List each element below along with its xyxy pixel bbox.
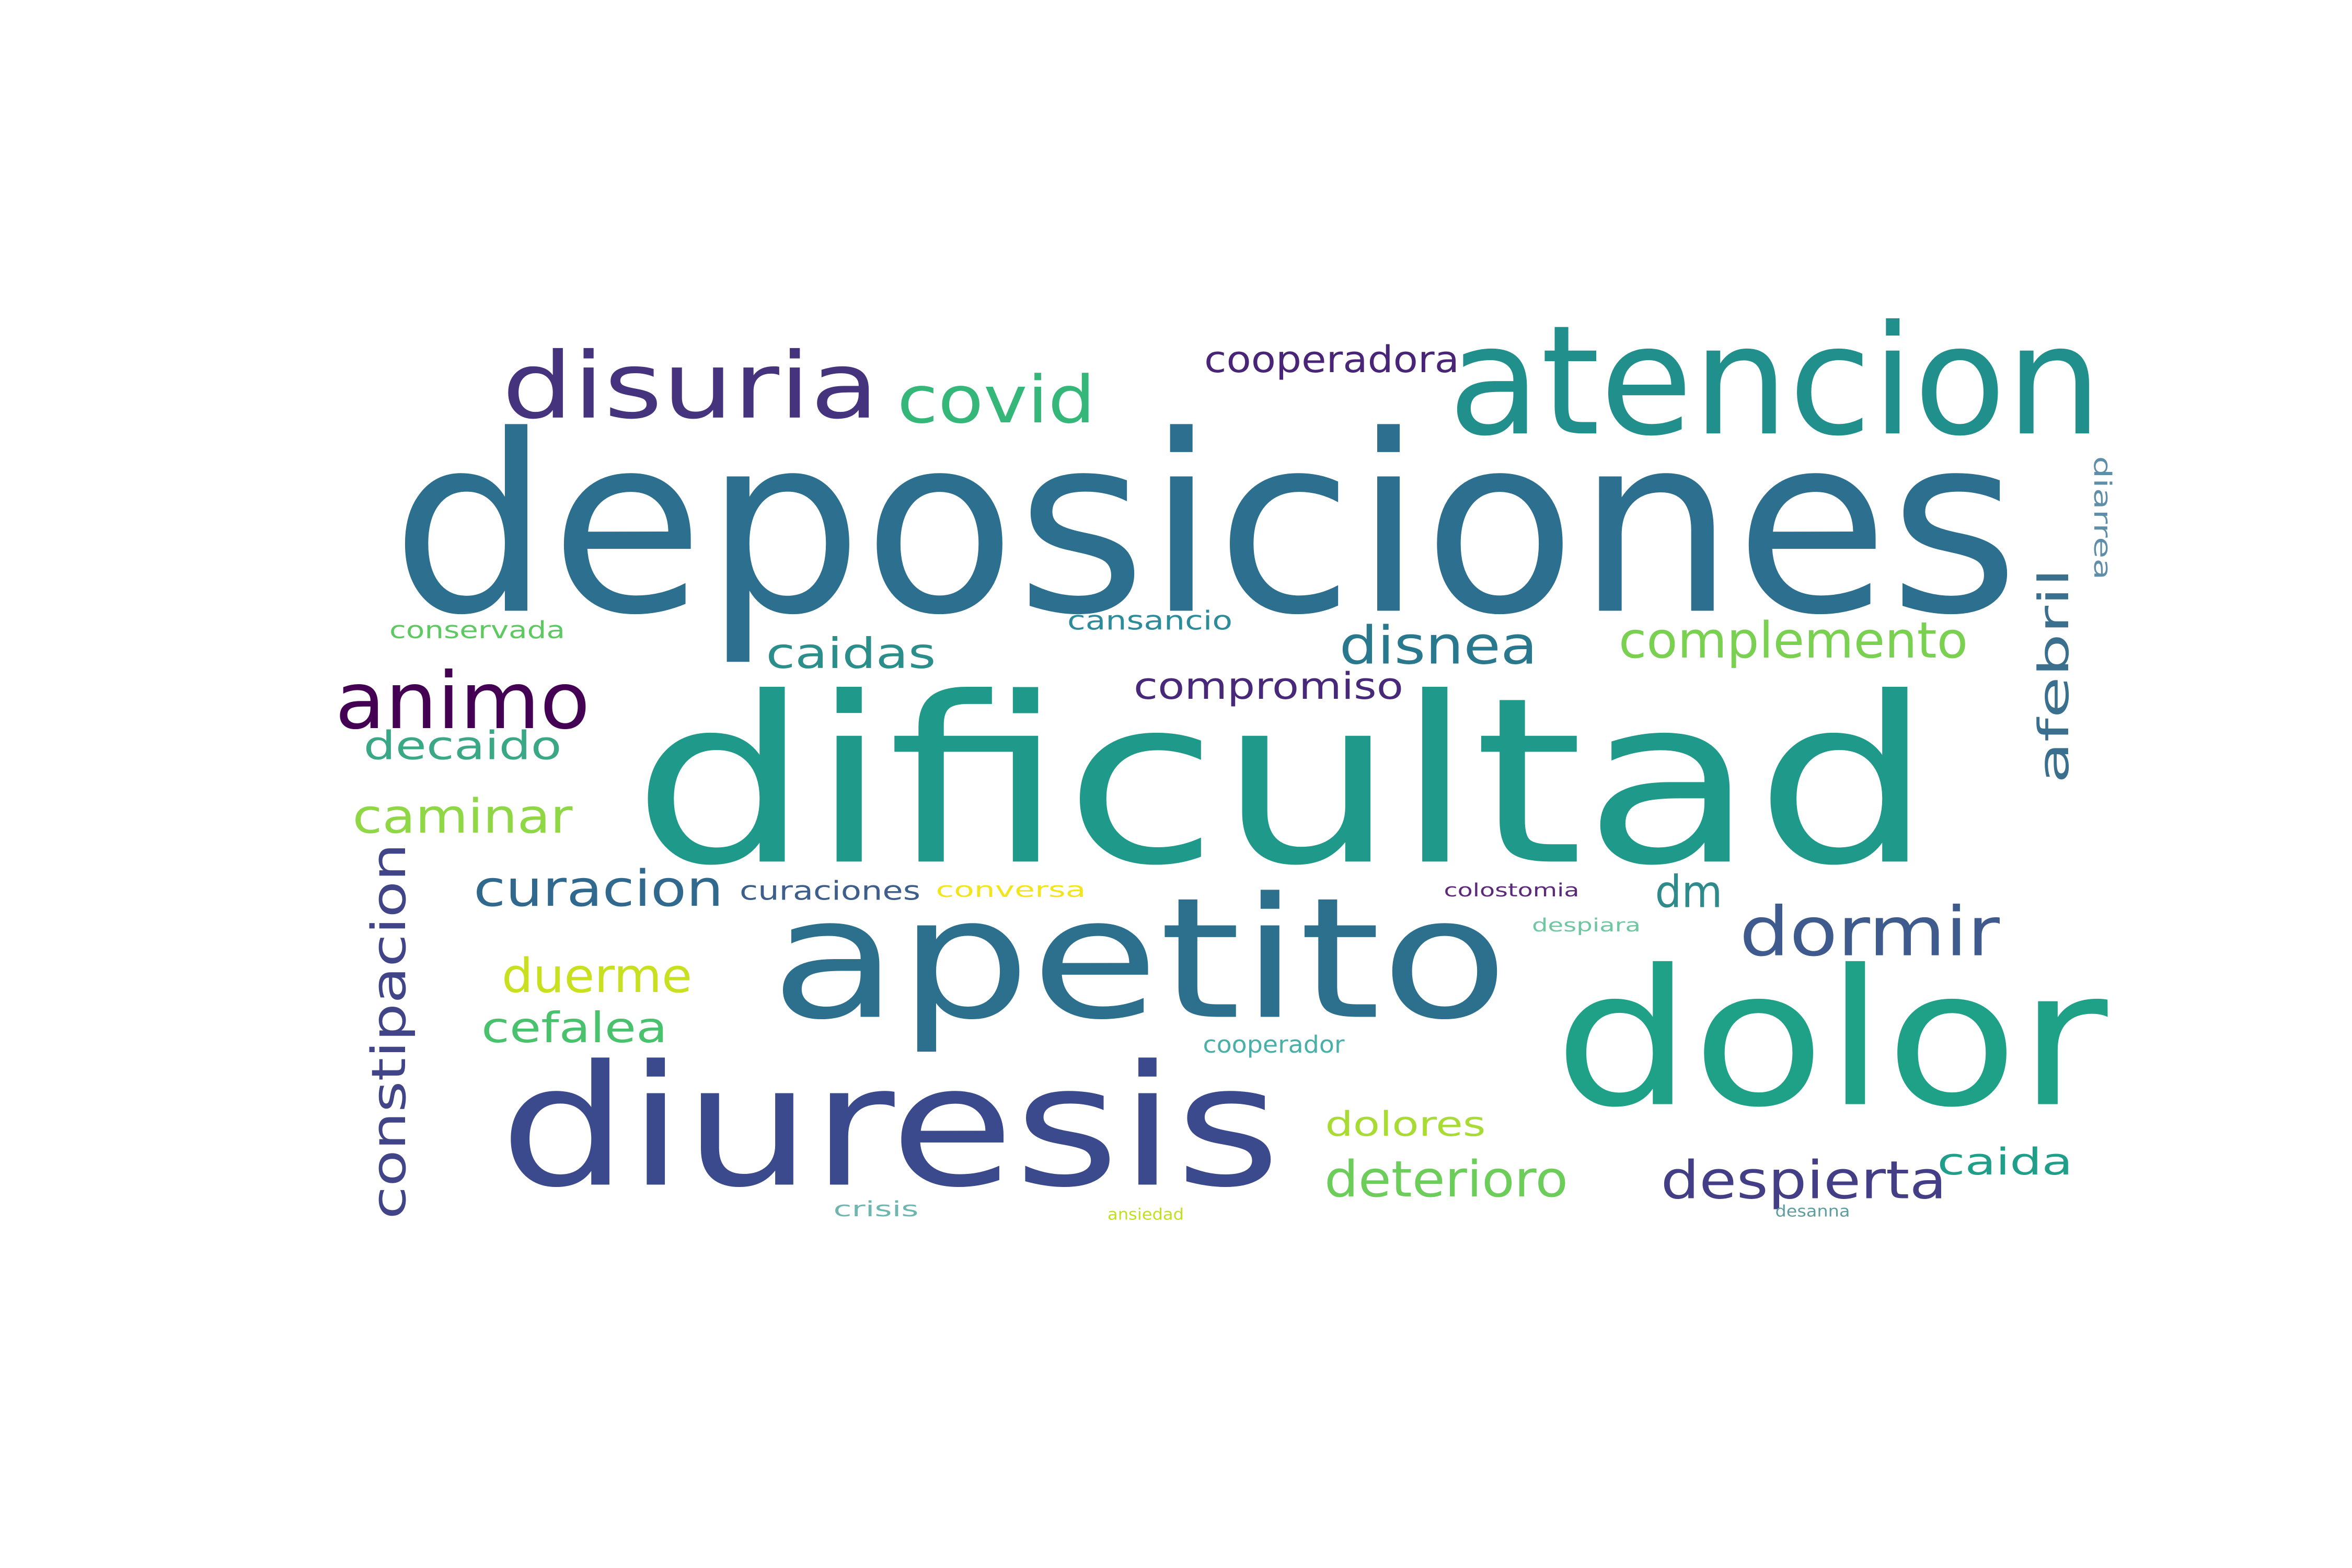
word-conversa: conversa: [936, 878, 1086, 902]
word-diarrea: diarrea: [2089, 456, 2116, 580]
word-cooperadora: cooperadora: [1204, 338, 1459, 381]
word-colostomia: colostomia: [1444, 880, 1579, 901]
word-despiara: despiara: [1532, 915, 1641, 936]
word-atencion: atencion: [1448, 293, 2102, 469]
word-deposiciones: deposiciones: [391, 383, 2020, 669]
word-desanna: desanna: [1775, 1203, 1850, 1221]
word-caidas: caidas: [766, 629, 936, 678]
word-dolor: dolor: [1554, 929, 2110, 1148]
word-caida: caida: [1938, 1140, 2073, 1183]
word-conservada: conservada: [389, 616, 565, 644]
word-dm: dm: [1655, 866, 1723, 918]
word-cooperador: cooperador: [1203, 1031, 1345, 1058]
word-ansiedad: ansiedad: [1108, 1206, 1184, 1224]
word-curacion: curacion: [474, 860, 723, 918]
word-dormir: dormir: [1739, 892, 2000, 972]
word-apetito: apetito: [770, 862, 1508, 1057]
word-covid: covid: [897, 362, 1096, 438]
word-diuresis: diuresis: [500, 1030, 1281, 1225]
word-constipacion: constipacion: [362, 844, 417, 1219]
word-deterioro: deterioro: [1324, 1151, 1568, 1208]
word-dificultad: dificultad: [632, 648, 1933, 916]
word-decaido: decaido: [364, 723, 562, 769]
word-complemento: complemento: [1619, 612, 1968, 670]
word-cefalea: cefalea: [481, 1004, 667, 1052]
word-cansancio: cansancio: [1067, 606, 1232, 636]
word-curaciones: curaciones: [740, 876, 920, 906]
word-crisis: crisis: [834, 1197, 919, 1221]
word-afebril: afebril: [2030, 568, 2078, 783]
word-disuria: disuria: [502, 333, 879, 440]
word-compromiso: compromiso: [1134, 665, 1403, 708]
word-disnea: disnea: [1340, 615, 1538, 676]
word-caminar: caminar: [353, 789, 573, 844]
word-animo: animo: [335, 656, 590, 747]
word-despierta: despierta: [1661, 1149, 1947, 1210]
word-duerme: duerme: [502, 949, 692, 1004]
word-dolores: dolores: [1325, 1105, 1486, 1144]
